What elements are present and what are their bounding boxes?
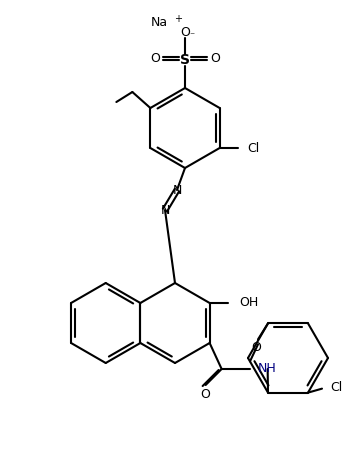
Text: NH: NH [258,362,276,374]
Text: OH: OH [240,296,259,310]
Text: ⁻: ⁻ [189,31,194,41]
Text: O: O [210,52,220,66]
Text: O: O [251,341,261,354]
Text: O: O [180,25,190,39]
Text: +: + [174,14,182,24]
Text: S: S [180,53,190,67]
Text: N: N [160,203,170,217]
Text: N: N [172,184,182,196]
Text: Na: Na [151,16,168,28]
Text: Cl: Cl [330,381,342,394]
Text: O: O [150,52,160,66]
Text: Cl: Cl [248,142,260,154]
Text: O: O [201,388,211,402]
